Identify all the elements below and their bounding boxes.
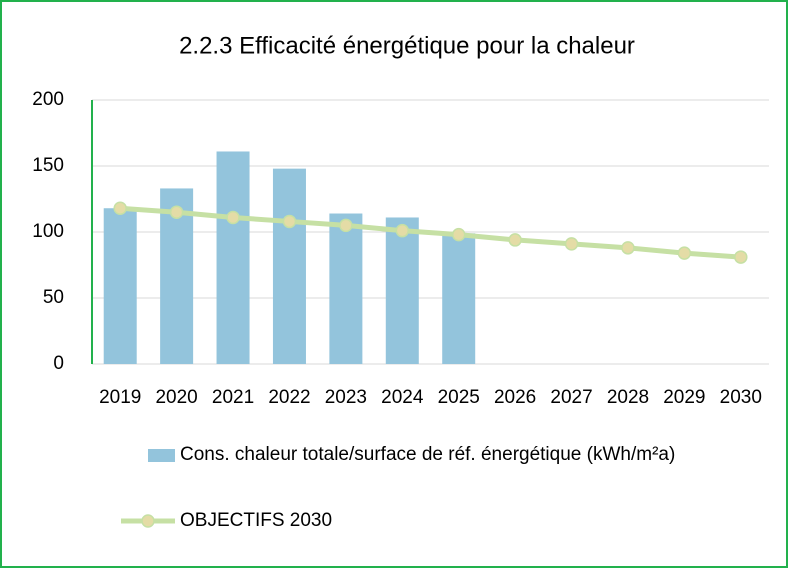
x-tick-label: 2024 bbox=[381, 387, 424, 408]
marker bbox=[451, 227, 466, 242]
marker bbox=[564, 237, 579, 251]
bar bbox=[272, 168, 306, 364]
marker bbox=[677, 246, 692, 260]
bar bbox=[385, 217, 419, 364]
bar bbox=[442, 233, 476, 364]
marker bbox=[734, 250, 748, 264]
bar bbox=[329, 213, 363, 364]
x-tick-label: 2025 bbox=[438, 387, 480, 408]
x-tick-label: 2028 bbox=[607, 387, 649, 408]
y-tick-label: 200 bbox=[32, 89, 64, 110]
line bbox=[120, 205, 741, 260]
x-tick-label: 2021 bbox=[212, 387, 254, 408]
marker bbox=[395, 223, 410, 238]
legend-label: OBJECTIFS 2030 bbox=[180, 510, 333, 531]
x-tick-label: 2023 bbox=[325, 387, 367, 408]
marker bbox=[169, 205, 184, 219]
legend-swatch bbox=[148, 449, 175, 462]
chart-title: 2.2.3 Efficacité énergétique pour la cha… bbox=[179, 32, 635, 59]
y-tick-label: 150 bbox=[32, 155, 64, 176]
y-tick-label: 0 bbox=[53, 353, 64, 374]
x-tick-label: 2020 bbox=[155, 387, 197, 408]
x-tick-label: 2019 bbox=[99, 387, 141, 408]
marker bbox=[282, 214, 297, 229]
legend-swatch bbox=[141, 514, 155, 528]
x-tick-label: 2030 bbox=[720, 387, 762, 408]
marker bbox=[621, 241, 635, 255]
x-tick-label: 2022 bbox=[268, 387, 310, 408]
marker bbox=[508, 233, 522, 247]
marker bbox=[113, 201, 127, 215]
legend-label: Cons. chaleur totale/surface de réf. éne… bbox=[180, 444, 676, 465]
marker bbox=[226, 210, 240, 225]
x-tick-label: 2029 bbox=[663, 387, 705, 408]
y-tick-label: 50 bbox=[43, 287, 64, 308]
x-tick-label: 2026 bbox=[494, 387, 536, 408]
x-tick-label: 2027 bbox=[550, 387, 592, 408]
bar bbox=[216, 151, 250, 364]
marker bbox=[339, 218, 353, 233]
bar bbox=[103, 208, 137, 364]
y-tick-label: 100 bbox=[32, 221, 64, 242]
